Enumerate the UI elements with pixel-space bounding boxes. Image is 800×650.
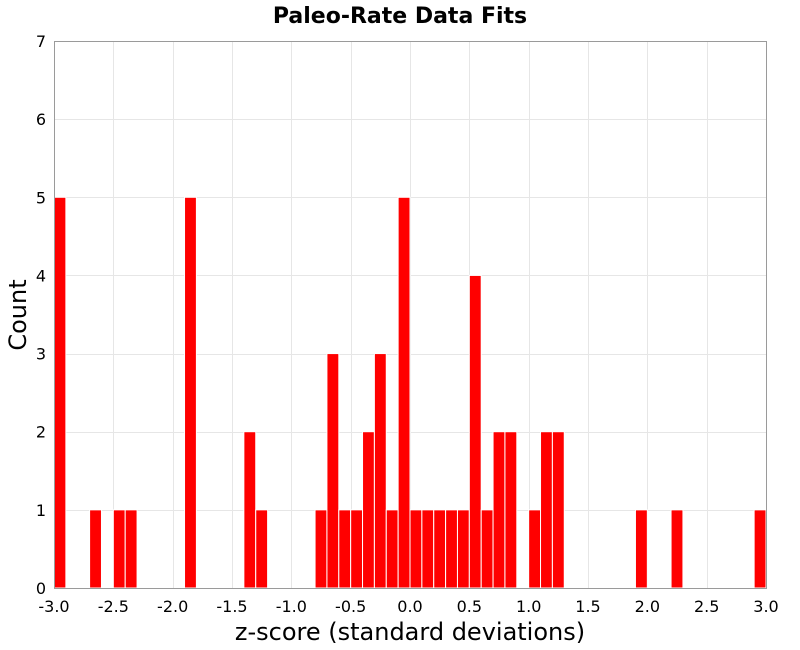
histogram-bar: [53, 196, 67, 589]
x-tick-label: 3.0: [753, 597, 778, 616]
x-tick-label: 0.0: [397, 597, 422, 616]
histogram-bar: [456, 509, 470, 589]
x-tick-label: 2.0: [635, 597, 660, 616]
x-axis-ticks: -3.0 -2.5 -2.0 -1.5 -1.0 -0.5 0.0 0.5 1.0 1.5 2.0 2…: [38, 597, 778, 616]
chart-title: Paleo-Rate Data Fits: [273, 4, 527, 29]
y-axis-ticks: 0 1 2 3 4 5 6 7: [36, 32, 46, 598]
histogram-bar: [670, 509, 684, 589]
y-tick-label: 3: [36, 345, 46, 364]
histogram-bar: [540, 431, 553, 589]
histogram-bar: [551, 431, 565, 589]
histogram-bar: [124, 509, 138, 589]
histogram-bar: [338, 509, 352, 589]
x-tick-label: -3.0: [38, 597, 69, 616]
histogram-bar: [362, 431, 375, 589]
histogram-bar: [480, 509, 494, 589]
y-tick-label: 4: [36, 266, 46, 285]
histogram-bar: [753, 509, 767, 589]
histogram-bar: [350, 509, 364, 589]
histogram-bar: [504, 431, 518, 589]
x-tick-label: 0.5: [457, 597, 482, 616]
y-tick-label: 1: [36, 501, 46, 520]
histogram-bar: [243, 431, 257, 589]
histogram-bar: [445, 509, 458, 589]
y-tick-label: 2: [36, 423, 46, 442]
y-axis-label: Count: [4, 279, 32, 350]
x-tick-label: -0.5: [335, 597, 366, 616]
histogram-bar: [421, 509, 435, 589]
histogram-bar: [255, 509, 269, 589]
x-tick-label: -2.0: [157, 597, 188, 616]
histogram-bar: [373, 353, 387, 589]
bars: [53, 196, 767, 589]
histogram-bar: [492, 431, 506, 589]
x-tick-label: -2.5: [98, 597, 129, 616]
x-tick-label: 1.5: [575, 597, 600, 616]
histogram-bar: [314, 509, 328, 589]
histogram-bar: [326, 353, 340, 589]
x-tick-label: -1.0: [276, 597, 307, 616]
histogram-bar: [634, 509, 648, 589]
y-tick-label: 7: [36, 32, 46, 51]
x-tick-label: 1.0: [516, 597, 541, 616]
histogram-bar: [184, 196, 197, 589]
histogram-bar: [385, 509, 399, 589]
x-tick-label: 2.5: [694, 597, 719, 616]
y-tick-label: 6: [36, 110, 46, 129]
x-axis-label: z-score (standard deviations): [235, 618, 585, 646]
histogram-bar: [112, 509, 126, 589]
y-tick-label: 0: [36, 579, 46, 598]
y-tick-label: 5: [36, 188, 46, 207]
histogram-bar: [409, 509, 423, 589]
histogram-bar: [433, 509, 447, 589]
x-tick-label: -1.5: [216, 597, 247, 616]
histogram-bar: [468, 274, 482, 589]
histogram-bar: [528, 509, 542, 589]
plot-frame: [54, 41, 767, 589]
histogram-bar: [397, 196, 411, 589]
histogram-bar: [89, 509, 102, 589]
